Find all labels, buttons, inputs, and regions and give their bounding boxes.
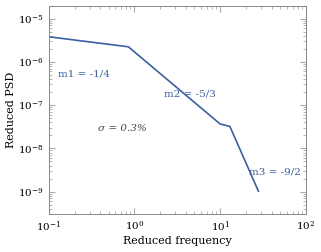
Y-axis label: Reduced PSD: Reduced PSD (5, 72, 15, 148)
Text: σ = 0.3%: σ = 0.3% (99, 124, 147, 133)
Text: m2 = -5/3: m2 = -5/3 (164, 89, 216, 98)
Text: m3 = -9/2: m3 = -9/2 (249, 167, 301, 176)
Text: m1 = -1/4: m1 = -1/4 (58, 70, 110, 79)
X-axis label: Reduced frequency: Reduced frequency (123, 236, 232, 246)
